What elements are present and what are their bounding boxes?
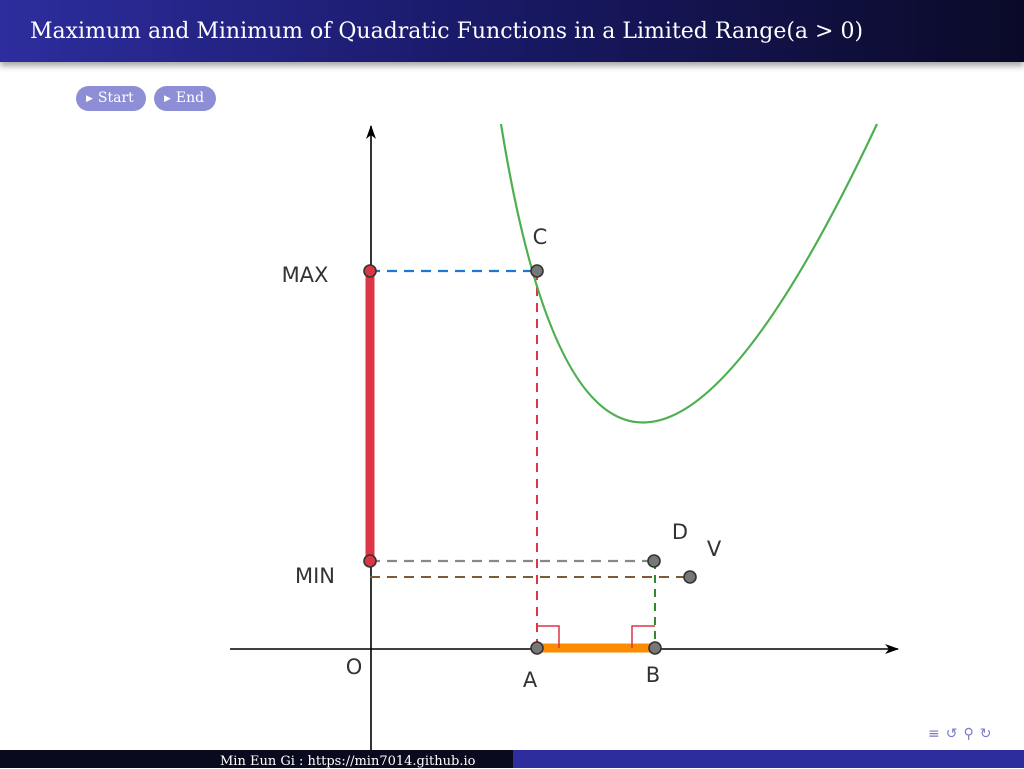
point-c <box>530 264 544 278</box>
title-bar: Maximum and Minimum of Quadratic Functio… <box>0 0 1024 62</box>
footer-right <box>513 750 1024 768</box>
min-point <box>363 554 377 568</box>
point-b <box>648 641 662 655</box>
bracket-b <box>631 625 655 648</box>
parabola-curve <box>499 123 878 424</box>
end-label: End <box>175 90 205 106</box>
bracket-a <box>537 625 560 648</box>
footer-left <box>0 750 513 768</box>
point-d <box>647 554 661 568</box>
label-v: V <box>707 537 722 561</box>
list-icon[interactable]: ≡ <box>928 726 940 742</box>
label-c: C <box>533 225 548 249</box>
undo-icon[interactable]: ↺ <box>945 726 958 742</box>
label-min: MIN <box>295 564 335 588</box>
label-d: D <box>672 520 688 544</box>
play-icon: ▶ <box>164 94 171 104</box>
start-button[interactable]: ▶ Start <box>76 86 146 111</box>
redo-icon[interactable]: ↻ <box>979 726 992 742</box>
point-a <box>530 641 544 655</box>
footer-author: Min Eun Gi : https://min7014.github.io <box>220 754 476 769</box>
max-point <box>363 264 377 278</box>
play-icon: ▶ <box>86 94 93 104</box>
beamer-nav: ≡ ↺ ⚲ ↻ <box>928 726 997 742</box>
zoom-icon[interactable]: ⚲ <box>963 726 974 742</box>
start-label: Start <box>97 90 134 106</box>
end-button[interactable]: ▶ End <box>154 86 217 111</box>
page-title: Maximum and Minimum of Quadratic Functio… <box>30 19 864 44</box>
label-b: B <box>646 663 660 687</box>
point-v <box>683 570 697 584</box>
label-origin: O <box>346 655 363 679</box>
label-a: A <box>523 668 538 692</box>
label-max: MAX <box>282 263 329 287</box>
